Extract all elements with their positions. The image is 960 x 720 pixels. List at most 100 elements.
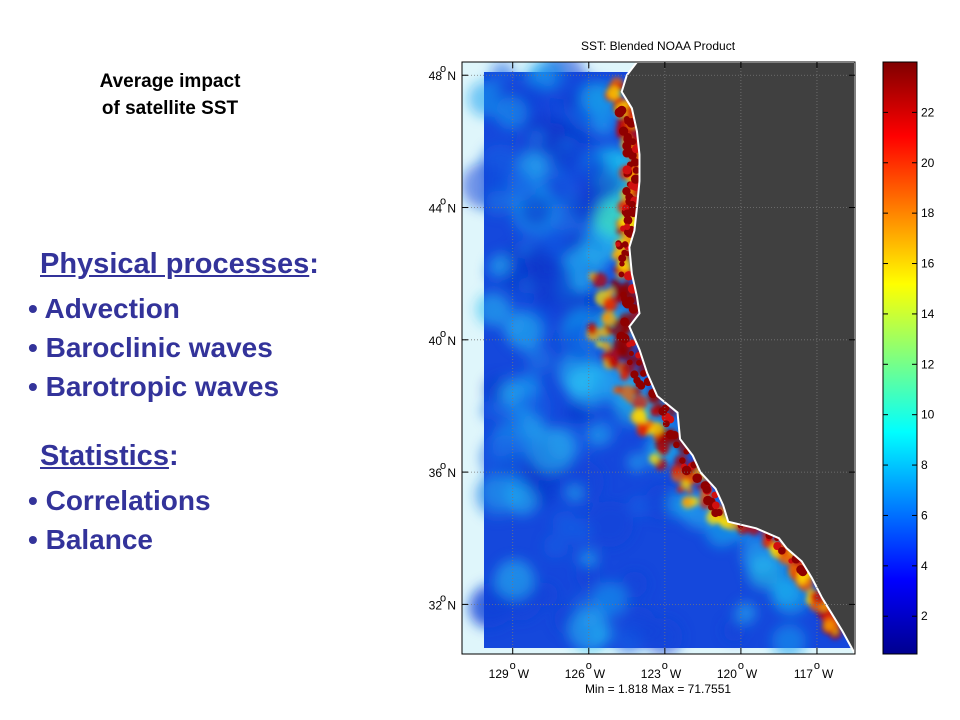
ocean-blob (468, 80, 505, 117)
coastal-dot (662, 420, 670, 428)
upwelling-blob (607, 86, 621, 100)
colorbar-tick-label: 8 (921, 458, 928, 472)
x-tick-direction: W (746, 667, 758, 681)
chart-title: SST: Blended NOAA Product (581, 39, 736, 53)
ocean-blob (527, 258, 574, 306)
ocean-blob (580, 82, 612, 114)
physical-processes-list: • Advection • Baroclinic waves • Barotro… (28, 289, 279, 406)
upwelling-blob (602, 296, 618, 312)
coastal-dot (623, 215, 633, 225)
upwelling-blob (676, 485, 685, 494)
ocean-blob (561, 143, 604, 186)
upwelling-blob (652, 433, 659, 440)
coastal-dot (630, 174, 641, 184)
coastal-dot (681, 465, 692, 476)
ocean-blob (735, 602, 757, 624)
list-item-text: Advection (44, 293, 180, 324)
ocean-blob (575, 562, 601, 588)
colorbar-tick-label: 2 (921, 609, 928, 623)
ocean-blob (485, 190, 510, 215)
physical-processes-heading-text: Physical processes (40, 248, 310, 280)
coastal-dot (632, 166, 640, 174)
upwelling-blob (809, 592, 817, 600)
degree-symbol: o (510, 660, 516, 672)
y-tick-label: 44 (429, 202, 443, 216)
plot-area (462, 62, 855, 654)
ocean-blob (566, 289, 585, 307)
upwelling-blob (823, 620, 835, 632)
ocean-blob (566, 518, 593, 546)
colorbar-tick-label: 22 (921, 105, 935, 119)
coastal-dot (640, 369, 647, 377)
coastal-dot (692, 473, 703, 483)
coastal-dot (665, 430, 676, 440)
coastal-dot (626, 359, 633, 366)
ocean-blob (480, 435, 527, 481)
ocean-blob (520, 81, 548, 109)
ocean-blob (519, 193, 553, 227)
x-tick-label: 123 (641, 667, 661, 681)
y-tick-direction: N (447, 69, 456, 83)
upwelling-blob (761, 535, 775, 549)
ocean-blob (533, 582, 559, 607)
colorbar (882, 61, 918, 655)
list-item-text: Baroclinic waves (45, 332, 273, 363)
coastal-dot (702, 485, 712, 494)
upwelling-blob (592, 272, 608, 288)
coastal-dot (615, 241, 621, 247)
ocean-blob (599, 414, 623, 438)
upwelling-blob (601, 352, 609, 361)
land-mass (620, 62, 855, 654)
upwelling-blob (686, 487, 694, 495)
degree-symbol: o (440, 592, 446, 604)
ocean-blob (568, 192, 599, 223)
ocean-blob (499, 382, 522, 405)
colorbar-tick-label: 12 (921, 357, 935, 371)
upwelling-blob (595, 340, 603, 348)
upwelling-blob (649, 406, 660, 417)
ocean-blob (593, 395, 617, 419)
upwelling-blob (612, 386, 621, 394)
coastal-dot (618, 126, 629, 136)
upwelling-blob (633, 409, 647, 424)
ocean-blob (723, 619, 746, 642)
colorbar-tick-label: 6 (921, 508, 928, 522)
ocean-blob (581, 229, 619, 266)
ocean-blob (503, 475, 530, 501)
coastal-dot (622, 141, 632, 151)
upwelling-blob (616, 116, 626, 125)
coastal-dot (703, 495, 713, 506)
plot-frame (461, 61, 856, 655)
ocean-blob (566, 400, 591, 424)
list-item-text: Balance (45, 524, 153, 555)
physical-processes-heading: Physical processes: (40, 248, 319, 280)
degree-symbol: o (440, 196, 446, 208)
list-item: • Advection (28, 293, 180, 324)
list-item: • Barotropic waves (28, 371, 280, 402)
colorbar-tick-label: 16 (921, 257, 935, 271)
x-tick-direction: W (518, 667, 530, 681)
coastal-dot (618, 271, 625, 278)
coastal-dot (679, 457, 686, 464)
y-tick-label: 36 (429, 466, 443, 480)
coastal-dot (623, 223, 631, 231)
upwelling-blob (620, 373, 628, 381)
colorbar-ticks: 2 4 6 8 10 12 14 16 18 20 22 (883, 105, 935, 623)
y-tick-direction: N (447, 202, 456, 216)
coastal-dot (621, 241, 629, 248)
coastal-dot (620, 317, 630, 327)
ocean-blob (468, 588, 509, 629)
ocean-blob (503, 168, 536, 202)
upwelling-blob (681, 496, 695, 509)
upwelling-blob (606, 328, 614, 336)
coastal-dot (711, 491, 719, 499)
ocean-blob (621, 606, 657, 642)
subtitle-line-1: Average impact (99, 71, 241, 92)
y-tick-direction: N (447, 598, 456, 612)
ocean-blob (543, 533, 569, 559)
degree-symbol: o (440, 460, 446, 472)
chart-footer: Min = 1.818 Max = 71.7551 (585, 682, 731, 696)
colorbar-tick-label: 4 (921, 559, 928, 573)
list-item: • Baroclinic waves (28, 332, 273, 363)
